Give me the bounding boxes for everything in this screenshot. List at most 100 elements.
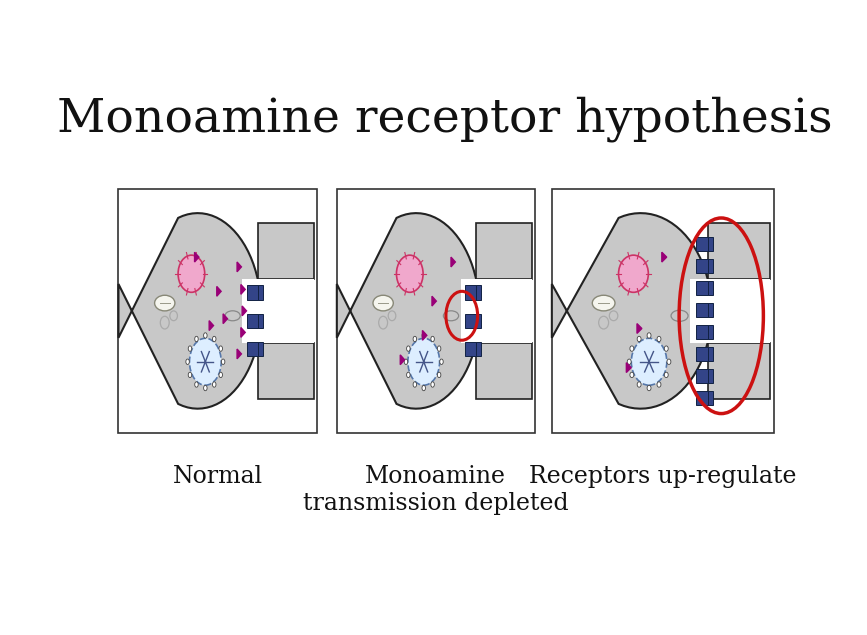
Ellipse shape xyxy=(431,337,434,342)
Polygon shape xyxy=(637,324,642,333)
FancyBboxPatch shape xyxy=(708,368,714,383)
FancyBboxPatch shape xyxy=(695,347,708,361)
Ellipse shape xyxy=(627,359,631,364)
Ellipse shape xyxy=(212,382,216,387)
FancyBboxPatch shape xyxy=(708,347,714,361)
Ellipse shape xyxy=(664,372,668,378)
FancyBboxPatch shape xyxy=(690,279,770,343)
FancyBboxPatch shape xyxy=(337,189,535,433)
Polygon shape xyxy=(237,349,241,359)
Polygon shape xyxy=(237,262,241,272)
Ellipse shape xyxy=(664,346,668,351)
FancyBboxPatch shape xyxy=(708,281,714,295)
Ellipse shape xyxy=(667,359,671,364)
Ellipse shape xyxy=(195,337,199,342)
Ellipse shape xyxy=(188,346,192,351)
Ellipse shape xyxy=(204,385,207,391)
FancyBboxPatch shape xyxy=(476,285,481,300)
Ellipse shape xyxy=(431,382,434,387)
FancyBboxPatch shape xyxy=(258,285,263,300)
FancyBboxPatch shape xyxy=(119,189,316,433)
Ellipse shape xyxy=(219,346,223,351)
Ellipse shape xyxy=(631,338,667,385)
FancyBboxPatch shape xyxy=(258,314,263,328)
FancyBboxPatch shape xyxy=(552,189,773,433)
Ellipse shape xyxy=(188,372,192,378)
FancyBboxPatch shape xyxy=(466,314,476,328)
Ellipse shape xyxy=(407,372,410,378)
Text: Monoamine
transmission depleted: Monoamine transmission depleted xyxy=(303,465,569,514)
FancyBboxPatch shape xyxy=(476,342,481,356)
FancyBboxPatch shape xyxy=(695,391,708,405)
Ellipse shape xyxy=(407,346,410,351)
Ellipse shape xyxy=(422,385,426,391)
Ellipse shape xyxy=(647,333,651,338)
Ellipse shape xyxy=(413,382,416,387)
Ellipse shape xyxy=(657,337,661,342)
FancyBboxPatch shape xyxy=(708,343,770,399)
FancyBboxPatch shape xyxy=(708,391,714,405)
FancyBboxPatch shape xyxy=(258,343,314,399)
Ellipse shape xyxy=(373,295,394,311)
Ellipse shape xyxy=(592,295,615,311)
Polygon shape xyxy=(422,330,427,340)
FancyBboxPatch shape xyxy=(258,342,263,356)
Polygon shape xyxy=(662,252,667,262)
Ellipse shape xyxy=(396,255,423,292)
Ellipse shape xyxy=(422,333,426,338)
Polygon shape xyxy=(194,252,199,262)
Polygon shape xyxy=(223,314,227,324)
Polygon shape xyxy=(241,284,245,294)
Ellipse shape xyxy=(637,382,641,387)
Text: Normal: Normal xyxy=(173,465,263,488)
Polygon shape xyxy=(552,213,712,409)
Ellipse shape xyxy=(630,372,634,378)
FancyBboxPatch shape xyxy=(247,342,258,356)
Ellipse shape xyxy=(212,337,216,342)
Ellipse shape xyxy=(618,255,649,292)
Text: Receptors up-regulate: Receptors up-regulate xyxy=(529,465,797,488)
FancyBboxPatch shape xyxy=(708,324,714,339)
FancyBboxPatch shape xyxy=(695,281,708,295)
Ellipse shape xyxy=(154,295,175,311)
Ellipse shape xyxy=(657,382,661,387)
FancyBboxPatch shape xyxy=(695,324,708,339)
Ellipse shape xyxy=(186,359,189,364)
Polygon shape xyxy=(242,306,246,316)
Polygon shape xyxy=(119,213,261,409)
Ellipse shape xyxy=(190,338,221,385)
FancyBboxPatch shape xyxy=(476,314,481,328)
Ellipse shape xyxy=(404,359,407,364)
FancyBboxPatch shape xyxy=(695,258,708,273)
FancyBboxPatch shape xyxy=(708,223,770,279)
FancyBboxPatch shape xyxy=(247,285,258,300)
FancyBboxPatch shape xyxy=(466,342,476,356)
FancyBboxPatch shape xyxy=(476,343,531,399)
Polygon shape xyxy=(241,328,245,337)
Polygon shape xyxy=(626,363,631,373)
Ellipse shape xyxy=(178,255,205,292)
FancyBboxPatch shape xyxy=(708,302,714,317)
FancyBboxPatch shape xyxy=(476,223,531,279)
Polygon shape xyxy=(337,213,479,409)
Ellipse shape xyxy=(219,372,223,378)
Ellipse shape xyxy=(221,359,225,364)
FancyBboxPatch shape xyxy=(460,279,531,343)
FancyBboxPatch shape xyxy=(242,279,314,343)
FancyBboxPatch shape xyxy=(695,368,708,383)
FancyBboxPatch shape xyxy=(708,258,714,273)
FancyBboxPatch shape xyxy=(247,314,258,328)
Ellipse shape xyxy=(630,346,634,351)
Ellipse shape xyxy=(413,337,416,342)
Ellipse shape xyxy=(195,382,199,387)
Polygon shape xyxy=(451,257,455,267)
Polygon shape xyxy=(209,321,213,330)
Polygon shape xyxy=(217,286,221,297)
FancyBboxPatch shape xyxy=(258,223,314,279)
FancyBboxPatch shape xyxy=(695,302,708,317)
Polygon shape xyxy=(401,355,405,364)
Polygon shape xyxy=(432,297,436,306)
Ellipse shape xyxy=(637,337,641,342)
FancyBboxPatch shape xyxy=(695,236,708,251)
FancyBboxPatch shape xyxy=(466,285,476,300)
